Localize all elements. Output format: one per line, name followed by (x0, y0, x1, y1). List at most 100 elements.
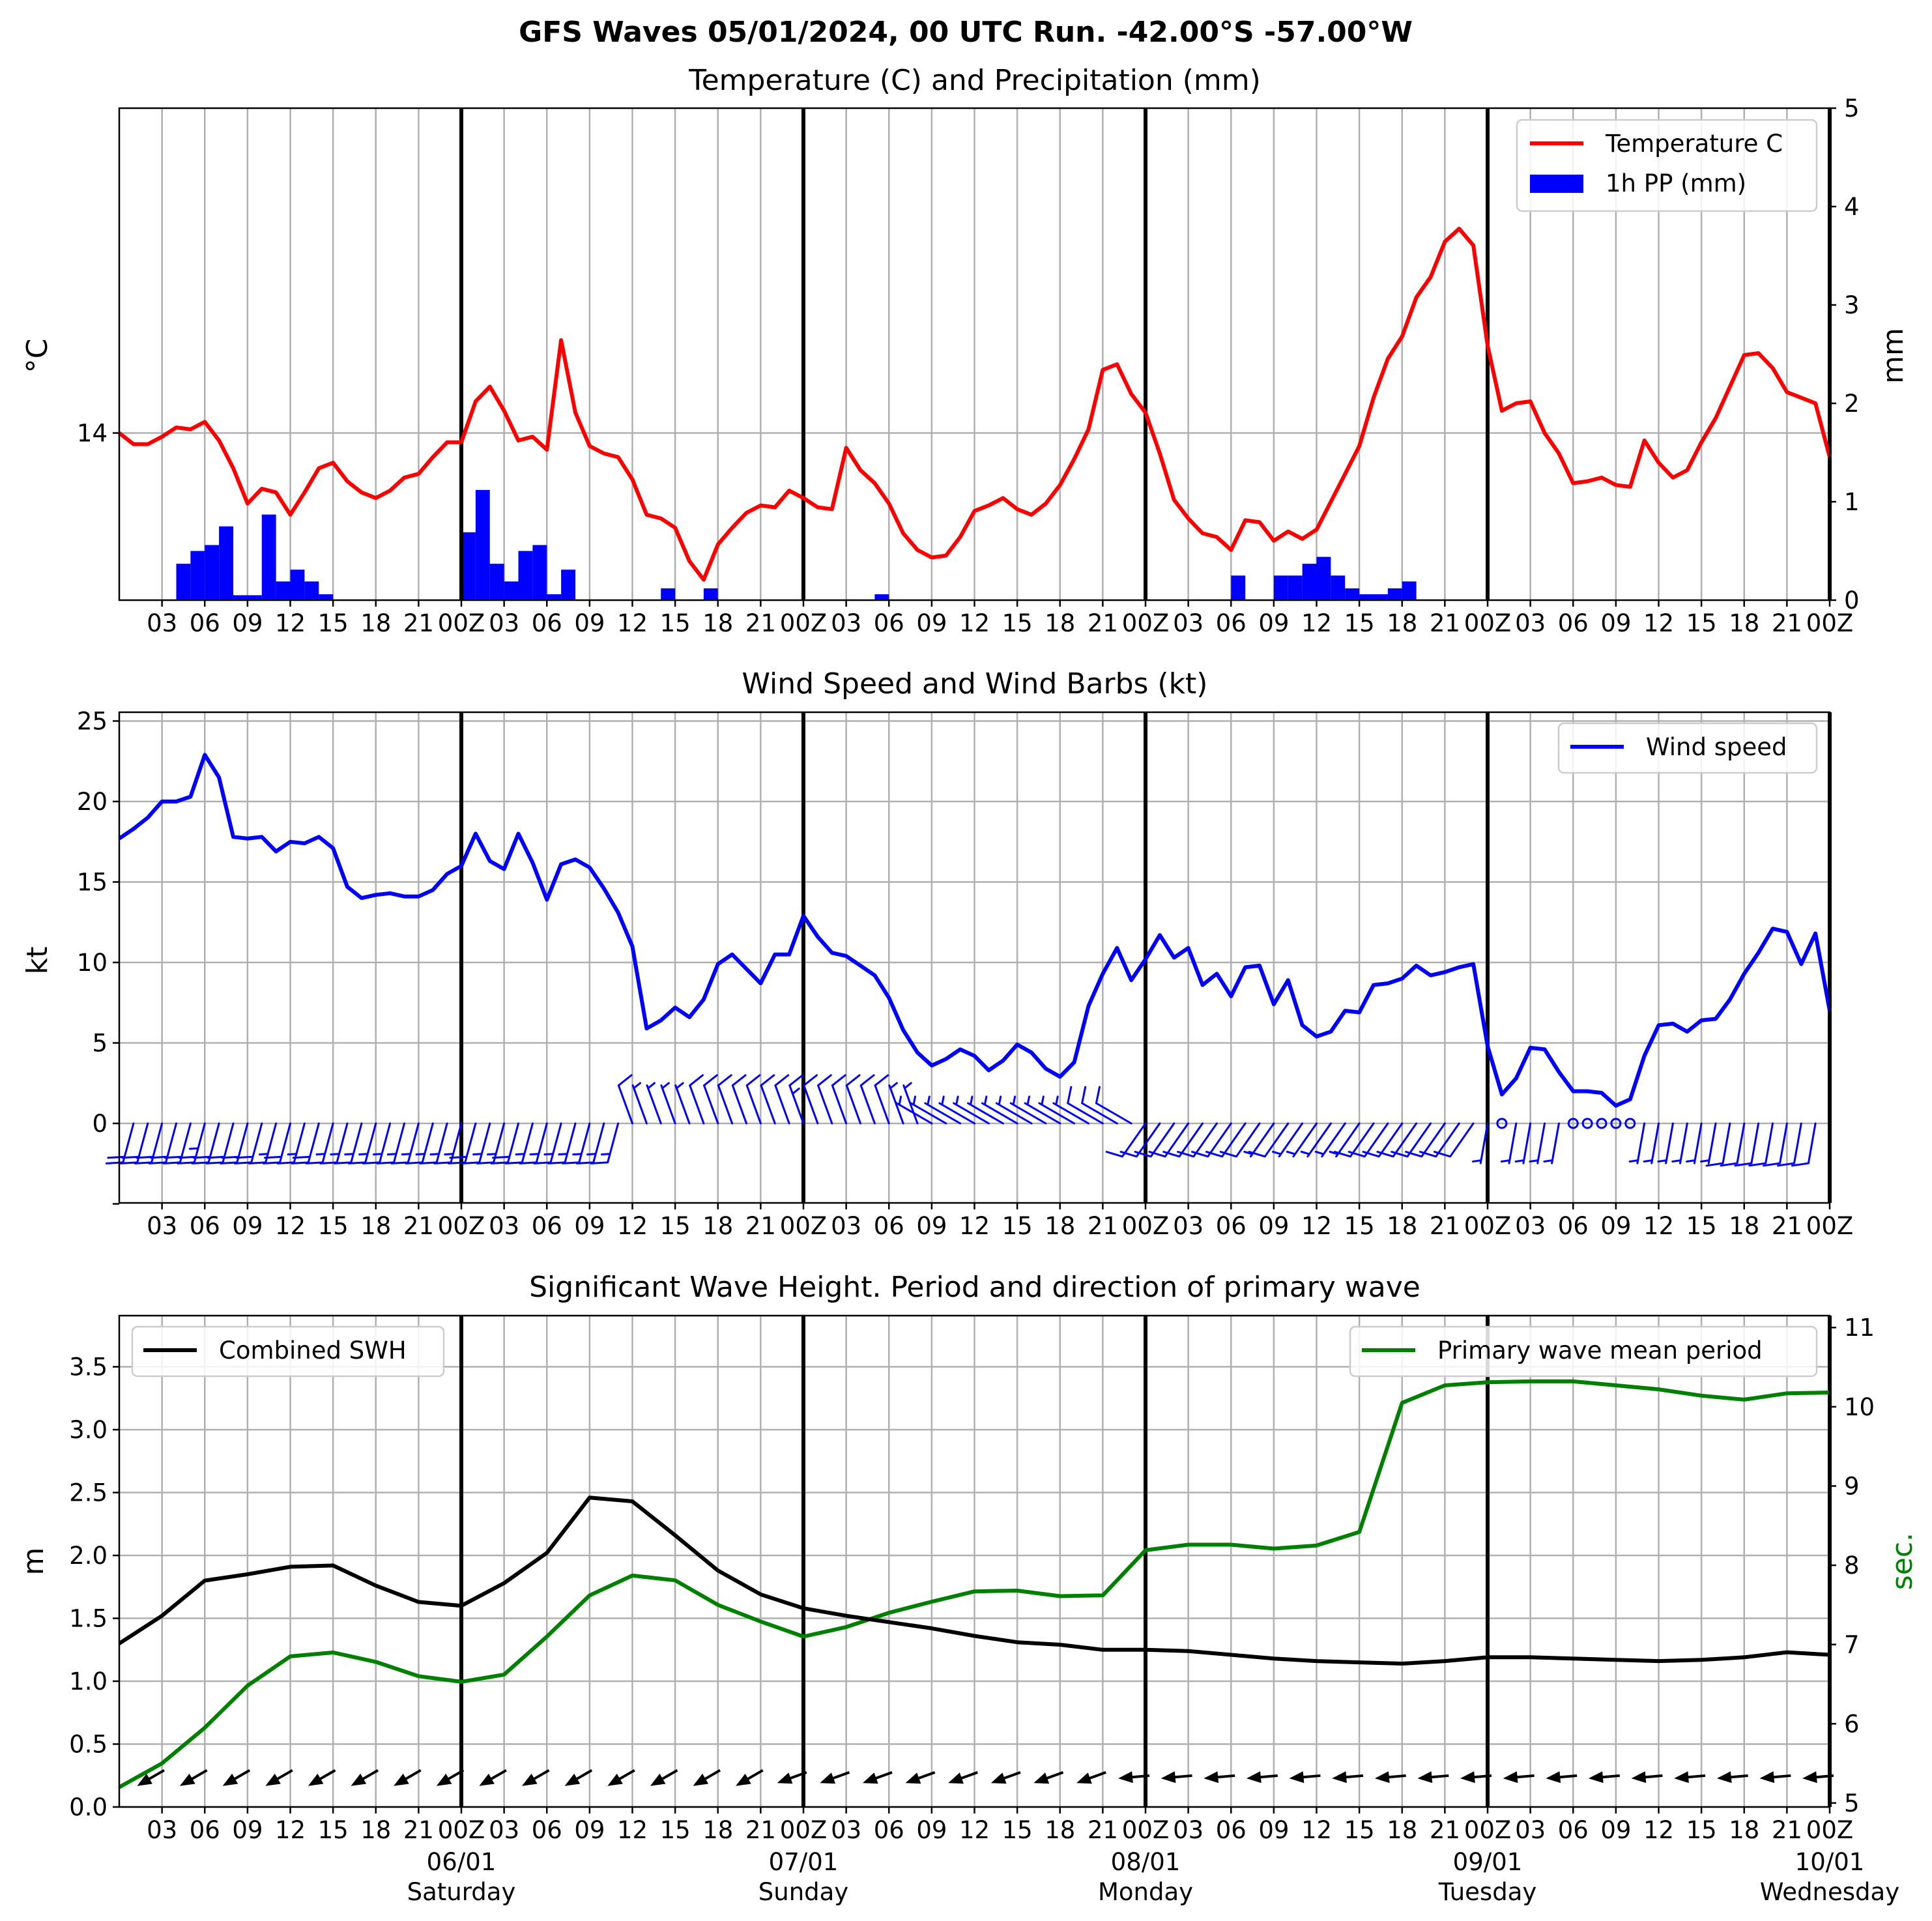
precip-bar (547, 594, 562, 600)
x-tick-label: 15 (318, 1212, 349, 1240)
wave-arrow-head (137, 1773, 152, 1786)
x-tick-label: 00Z (438, 1212, 485, 1240)
x-tick-label: 15 (1344, 609, 1375, 637)
wind-barb (1405, 1122, 1446, 1158)
x-tick-label: 00Z (1122, 609, 1169, 637)
precip-bar (1359, 594, 1374, 600)
x-tick-label: 21 (403, 609, 434, 637)
wave-axis-ticks: 03 06 09 12 15 18 21 00Z 03 06 09 12 15 18 21 00Z 03 06 09… (69, 1314, 1899, 1906)
wind-barb (910, 1095, 947, 1125)
x-day-label: Sunday (758, 1878, 848, 1906)
wave-arrow-head (990, 1772, 1007, 1784)
wind-barb (1705, 1122, 1731, 1167)
y-right-tick-label: 8 (1844, 1552, 1860, 1580)
x-tick-label: 06 (874, 1212, 904, 1240)
wind-barb (1329, 1122, 1361, 1158)
wave-direction-arrows (137, 1769, 1834, 1786)
wind-barb (674, 1082, 691, 1125)
x-tick-label: 12 (617, 1212, 648, 1240)
wind-barb (953, 1095, 990, 1125)
wave-arrow-head (1674, 1771, 1689, 1784)
wind-barb (924, 1095, 962, 1125)
y-tick-label: 0 (92, 1110, 108, 1138)
wind-barb (1286, 1122, 1318, 1158)
y-tick-label: 2.5 (69, 1479, 108, 1507)
wind-barb (1300, 1122, 1332, 1158)
wind-legend: Wind speed (1557, 722, 1818, 774)
y-tick-label: 0.0 (69, 1793, 108, 1821)
wind-barb-calm (1567, 1118, 1579, 1129)
wave-arrow-head (1161, 1771, 1176, 1784)
x-tick-label: 09 (574, 1212, 605, 1240)
temperature-grid (119, 108, 1830, 600)
wind-barb (703, 1074, 719, 1125)
x-date-label: 09/01 (1453, 1848, 1523, 1876)
y-tick-label: 20 (77, 788, 108, 816)
x-tick-label: 21 (745, 609, 776, 637)
x-tick-label: 09 (1258, 1816, 1289, 1844)
x-tick-label: 03 (147, 609, 177, 637)
wave-arrow-head (1460, 1771, 1475, 1784)
x-tick-label: 18 (1729, 1816, 1759, 1844)
wind-barb (1628, 1122, 1646, 1164)
x-tick-label: 06 (190, 1212, 220, 1240)
x-tick-label: 03 (489, 609, 519, 637)
x-tick-label: 21 (1430, 1816, 1460, 1844)
precip-bar (1374, 594, 1388, 600)
precip-bar (319, 594, 334, 600)
wind-barb (859, 1074, 876, 1125)
temperature-line (118, 227, 1832, 582)
x-tick-label: 21 (1088, 1212, 1118, 1240)
wind-ylabel: kt (21, 947, 54, 975)
wind-barb (774, 1074, 790, 1125)
precip-bar (461, 532, 476, 600)
wave-arrow-head (1332, 1771, 1347, 1784)
wind-barb-calm (1581, 1118, 1593, 1129)
x-tick-label: 03 (1173, 1212, 1204, 1240)
x-tick-label: 15 (660, 1212, 691, 1240)
precip-bar (518, 551, 533, 600)
precip-bar (1316, 556, 1331, 600)
x-tick-label: 15 (1344, 1816, 1375, 1844)
x-tick-label: 12 (617, 1816, 648, 1844)
wind-barb (1024, 1095, 1061, 1125)
x-tick-label: 03 (489, 1212, 519, 1240)
y-tick-label: 10 (77, 949, 108, 977)
swh-legend: Combined SWH (131, 1325, 445, 1378)
wave-arrow-head (607, 1773, 623, 1786)
wind-barb (1362, 1122, 1404, 1158)
y-right-tick-label: 7 (1844, 1631, 1860, 1659)
wind-barb (1376, 1122, 1418, 1158)
wind-barbs (106, 1074, 1817, 1167)
precip-bar (661, 588, 676, 600)
precipitation-ylabel: mm (1877, 328, 1910, 384)
wind-barb (291, 1122, 320, 1164)
wave-arrow-head (351, 1773, 367, 1786)
x-tick-label: 06 (874, 1816, 904, 1844)
wind-barb (995, 1095, 1033, 1125)
x-tick-label: 15 (1002, 1212, 1033, 1240)
wind-barb (646, 1082, 662, 1125)
wind-barb (617, 1074, 633, 1125)
precip-bar (247, 595, 262, 600)
wind-barb (1419, 1122, 1460, 1158)
x-tick-label: 09 (916, 1816, 947, 1844)
wind-barb (1009, 1095, 1047, 1125)
precip-bar (219, 526, 233, 600)
wind-barb (817, 1074, 833, 1125)
wave-arrow-head (777, 1772, 793, 1784)
wind-barb (1657, 1122, 1674, 1164)
x-tick-label: 03 (831, 1212, 861, 1240)
wind-barb (1391, 1122, 1432, 1158)
x-tick-label: 03 (147, 1816, 177, 1844)
x-tick-label: 21 (1430, 609, 1460, 637)
wave-arrow-head (1417, 1771, 1433, 1784)
x-tick-label: 00Z (1806, 1212, 1853, 1240)
y-tick-label: 5 (92, 1030, 108, 1058)
x-tick-label: 06 (1216, 1816, 1247, 1844)
x-tick-label: 18 (1387, 1816, 1417, 1844)
wind-legend-box (1557, 722, 1818, 774)
wind-speed-line (118, 753, 1832, 1108)
wind-barb (631, 1082, 648, 1125)
